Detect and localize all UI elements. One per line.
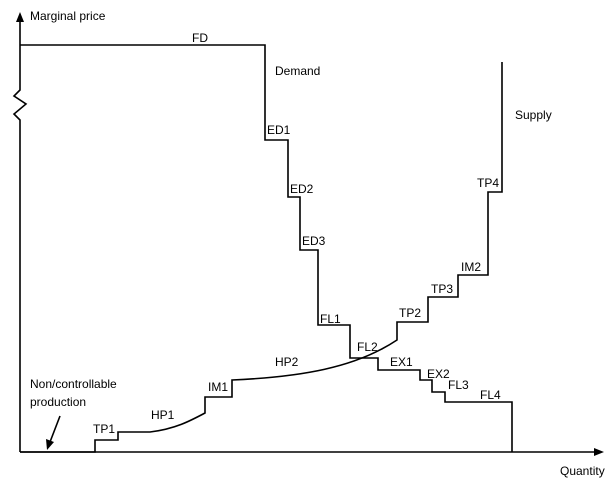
step-label: ED2 [290,182,314,196]
step-label: TP2 [399,306,421,320]
supply-label: Supply [515,108,552,122]
annotation-arrowhead [46,439,54,450]
y-axis-arrow [16,12,24,22]
x-axis-label: Quantity [560,464,605,478]
step-label: ED1 [267,123,291,137]
annotation-arrow [49,415,61,443]
annotation-line: Non/controllable [30,377,117,391]
x-axis-arrow [594,448,604,456]
demand-curve [20,44,513,452]
step-label: FD [192,31,208,45]
step-label: TP4 [477,176,499,190]
step-label: ED3 [302,234,326,248]
annotation-line: production [30,395,86,409]
step-label: EX1 [390,355,413,369]
step-label: FL4 [480,388,501,402]
demand-label: Demand [275,64,320,78]
step-label: HP2 [275,355,299,369]
step-label: FL3 [448,378,469,392]
y-axis [12,22,28,452]
step-label: IM1 [208,380,228,394]
step-label: EX2 [427,367,450,381]
supply-curve [20,62,503,453]
step-label: IM2 [461,260,481,274]
step-label: FL1 [320,312,341,326]
step-label: FL2 [357,340,378,354]
y-axis-label: Marginal price [30,9,106,23]
step-label: TP3 [431,282,453,296]
step-label: TP1 [93,422,115,436]
step-label: HP1 [151,408,175,422]
